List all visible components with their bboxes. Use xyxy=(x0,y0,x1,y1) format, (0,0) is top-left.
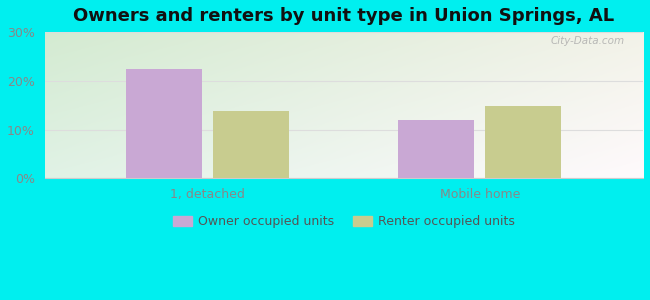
Bar xyxy=(486,106,562,178)
Bar xyxy=(398,120,474,178)
Bar xyxy=(126,69,202,178)
Bar xyxy=(213,111,289,178)
Title: Owners and renters by unit type in Union Springs, AL: Owners and renters by unit type in Union… xyxy=(73,7,614,25)
Legend: Owner occupied units, Renter occupied units: Owner occupied units, Renter occupied un… xyxy=(168,211,519,233)
Text: City-Data.com: City-Data.com xyxy=(551,36,625,46)
